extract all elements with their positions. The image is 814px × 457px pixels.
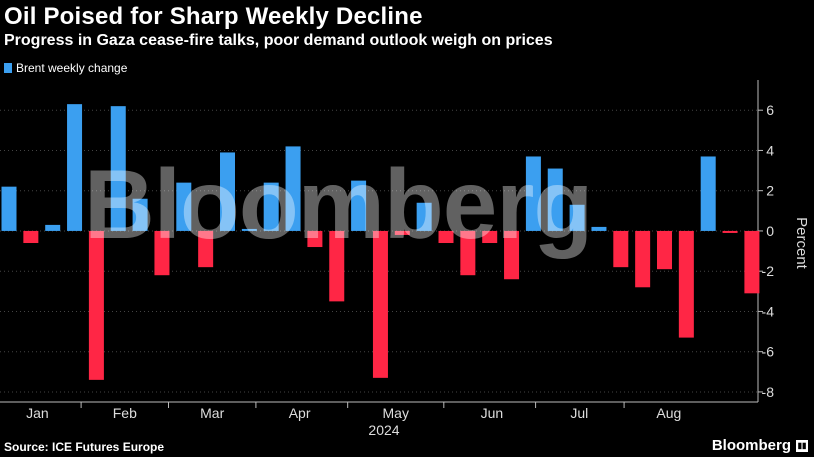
bar	[241, 228, 257, 231]
bar	[220, 152, 235, 231]
legend-label: Brent weekly change	[16, 61, 128, 75]
bar	[198, 230, 214, 268]
bar	[438, 230, 454, 244]
x-tick-label: Jan	[26, 405, 49, 421]
source-note: Source: ICE Futures Europe	[4, 440, 165, 454]
bar	[635, 230, 651, 288]
brand-logo: Bloomberg ▮▮	[712, 437, 808, 454]
y-tick-label: 2	[766, 183, 774, 199]
bar	[307, 230, 323, 248]
bar	[613, 230, 629, 268]
bar	[700, 156, 716, 231]
chart-title: Oil Poised for Sharp Weekly Decline	[4, 3, 423, 30]
bar	[263, 182, 279, 231]
bar	[657, 230, 672, 270]
bar	[591, 226, 607, 231]
y-tick-label: -6	[762, 344, 775, 360]
bar	[132, 198, 148, 231]
y-tick-label: 6	[766, 102, 774, 118]
x-tick-label: Aug	[656, 405, 681, 421]
bar	[67, 104, 83, 231]
legend: Brent weekly change	[4, 61, 127, 75]
bar	[525, 156, 541, 231]
brand-name: Bloomberg	[711, 437, 791, 454]
bar	[45, 224, 61, 231]
y-tick-label: 0	[766, 223, 774, 239]
bar	[722, 230, 738, 233]
bar	[744, 230, 760, 294]
bar	[176, 182, 192, 231]
bar	[372, 230, 388, 378]
bar	[23, 230, 39, 244]
bar	[351, 180, 367, 231]
chart-subtitle: Progress in Gaza cease-fire talks, poor …	[4, 32, 553, 49]
bar	[482, 230, 498, 244]
bar	[154, 230, 170, 276]
y-axis-title: Percent	[793, 217, 810, 270]
bar	[329, 230, 345, 302]
y-tick-label: -4	[762, 303, 775, 319]
chart-icon: ▮▮	[796, 439, 808, 452]
legend-swatch	[4, 63, 12, 73]
bar	[504, 230, 520, 280]
bar	[678, 230, 694, 338]
bar	[1, 186, 17, 231]
y-tick-label: 4	[766, 142, 774, 158]
x-tick-label: Mar	[200, 405, 224, 421]
bar	[110, 106, 126, 231]
bar	[88, 230, 104, 380]
bar	[569, 204, 585, 231]
x-axis-title: 2024	[368, 422, 399, 438]
bar	[547, 168, 563, 231]
x-tick-label: Jun	[481, 405, 504, 421]
y-tick-label: -8	[762, 384, 775, 400]
x-tick-label: Jul	[570, 405, 588, 421]
bar	[394, 230, 410, 235]
x-tick-label: Apr	[289, 405, 311, 421]
x-tick-label: Feb	[113, 405, 137, 421]
bar	[285, 146, 301, 231]
y-tick-label: -2	[762, 263, 775, 279]
x-tick-label: May	[383, 405, 409, 421]
bar	[460, 230, 476, 276]
bar	[416, 202, 432, 231]
